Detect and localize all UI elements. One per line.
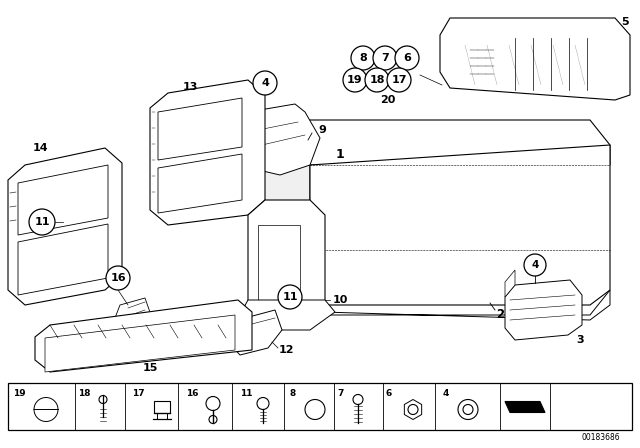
- Text: 13: 13: [182, 82, 198, 92]
- Text: 18: 18: [78, 389, 90, 398]
- Polygon shape: [18, 224, 108, 295]
- Text: 00183686: 00183686: [582, 434, 621, 443]
- Text: 15: 15: [142, 363, 157, 373]
- Circle shape: [106, 266, 130, 290]
- Text: 17: 17: [132, 389, 145, 398]
- Circle shape: [365, 68, 389, 92]
- Text: 20: 20: [380, 95, 396, 105]
- Bar: [154, 401, 170, 414]
- Polygon shape: [255, 290, 610, 320]
- Text: 6: 6: [403, 53, 411, 63]
- Text: 17: 17: [391, 75, 407, 85]
- Circle shape: [29, 209, 55, 235]
- Polygon shape: [18, 165, 108, 235]
- Text: 4: 4: [531, 260, 539, 270]
- Polygon shape: [150, 80, 265, 225]
- Circle shape: [373, 46, 397, 70]
- Polygon shape: [280, 120, 610, 165]
- Polygon shape: [158, 98, 242, 160]
- Circle shape: [343, 68, 367, 92]
- Polygon shape: [310, 145, 610, 305]
- Polygon shape: [34, 397, 58, 409]
- Circle shape: [278, 285, 302, 309]
- Polygon shape: [248, 200, 325, 315]
- Polygon shape: [35, 300, 252, 372]
- Text: 8: 8: [359, 53, 367, 63]
- Circle shape: [524, 254, 546, 276]
- Text: 7: 7: [381, 53, 389, 63]
- Polygon shape: [505, 401, 545, 413]
- Polygon shape: [440, 18, 630, 100]
- Text: 7: 7: [337, 389, 344, 398]
- Polygon shape: [235, 104, 320, 175]
- Text: 16: 16: [186, 389, 198, 398]
- Text: 6: 6: [385, 389, 391, 398]
- Polygon shape: [158, 154, 242, 213]
- Polygon shape: [505, 270, 515, 297]
- Circle shape: [253, 71, 277, 95]
- Polygon shape: [255, 140, 310, 315]
- Polygon shape: [45, 315, 235, 372]
- Text: 2: 2: [496, 309, 504, 322]
- Text: 5: 5: [621, 17, 629, 27]
- Text: 1: 1: [335, 148, 344, 161]
- Polygon shape: [238, 300, 335, 330]
- Polygon shape: [404, 400, 422, 419]
- Circle shape: [395, 46, 419, 70]
- Text: 11: 11: [35, 217, 50, 227]
- Text: 18: 18: [369, 75, 385, 85]
- Text: 11: 11: [240, 389, 253, 398]
- Text: 19: 19: [347, 75, 363, 85]
- Text: 14: 14: [32, 143, 48, 153]
- Bar: [8, 383, 632, 430]
- Circle shape: [351, 46, 375, 70]
- Text: 9: 9: [318, 125, 326, 135]
- Text: 3: 3: [576, 335, 584, 345]
- Text: 16: 16: [110, 273, 126, 283]
- Text: 19: 19: [13, 389, 26, 398]
- Text: 10: 10: [332, 295, 348, 305]
- Polygon shape: [505, 280, 582, 340]
- Polygon shape: [228, 310, 282, 355]
- Polygon shape: [8, 148, 122, 305]
- Polygon shape: [115, 298, 152, 328]
- Text: 11: 11: [282, 292, 298, 302]
- Text: 4: 4: [261, 78, 269, 88]
- Circle shape: [387, 68, 411, 92]
- Text: 4: 4: [443, 389, 449, 398]
- Polygon shape: [258, 225, 300, 300]
- Text: 12: 12: [278, 345, 294, 355]
- Text: 8: 8: [290, 389, 296, 398]
